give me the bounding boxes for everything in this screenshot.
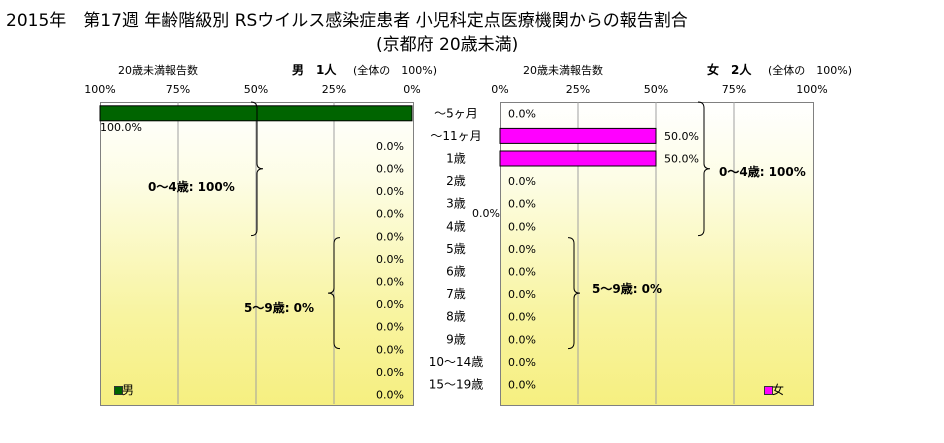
category-label: 9歳: [446, 332, 466, 346]
category-label: 15～19歳: [429, 378, 484, 392]
male-tick-label: 100%: [84, 83, 115, 96]
female-value-label: 0.0%: [508, 311, 536, 324]
category-label: 6歳: [446, 265, 466, 279]
male-value-label: 0.0%: [376, 253, 404, 266]
chart-title-line2: (京都府 20歳未満): [376, 35, 519, 55]
female-value-label: 50.0%: [664, 130, 699, 143]
female-value-label: 0.0%: [508, 107, 536, 120]
male-value-label: 0.0%: [376, 298, 404, 311]
female-header-count-label: 20歳未満報告数: [523, 64, 603, 77]
category-label: 2歳: [446, 174, 466, 188]
female-value-label: 50.0%: [664, 153, 699, 166]
chart-title-line1: 2015年 第17週 年齢階級別 RSウイルス感染症患者 小児科定点医療機関から…: [6, 11, 688, 31]
male-value-label: 0.0%: [376, 389, 404, 402]
female-group-5-9-label: 5～9歳: 0%: [592, 282, 663, 296]
female-bar: [499, 150, 657, 167]
female-group-0-4-label: 0～4歳: 100%: [719, 165, 806, 179]
female-value-label: 0.0%: [508, 379, 536, 392]
male-value-label: 0.0%: [376, 366, 404, 379]
female-value-label: 0.0%: [508, 198, 536, 211]
category-label: ～5ヶ月: [434, 106, 478, 120]
category-label: 7歳: [446, 287, 466, 301]
male-tick-label: 75%: [166, 83, 190, 96]
female-group-0-4-brace: [697, 101, 711, 237]
male-bar: [99, 105, 413, 122]
male-value-label: 0.0%: [376, 140, 404, 153]
female-value-label: 0.0%: [508, 333, 536, 346]
female-value-label: 0.0%: [508, 356, 536, 369]
category-label: 8歳: [446, 310, 466, 324]
female-bar: [499, 127, 657, 144]
male-value-label: 0.0%: [376, 343, 404, 356]
male-value-label: 100.0%: [100, 121, 142, 134]
male-header-count-label: 20歳未満報告数: [118, 64, 198, 77]
male-legend-label: 男: [122, 383, 135, 397]
female-value-label: 0.0%: [508, 220, 536, 233]
female-header-total: 女 2人: [707, 63, 752, 77]
female-tick-label: 100%: [796, 83, 827, 96]
male-header-total: 男 1人: [292, 63, 337, 77]
female-value-label: 0.0%: [508, 175, 536, 188]
male-value-label: 0.0%: [376, 230, 404, 243]
category-label: 3歳: [446, 197, 466, 211]
female-legend-label: 女: [772, 383, 785, 397]
female-tick-label: 50%: [644, 83, 668, 96]
category-label: 4歳: [446, 219, 466, 233]
female-value-label: 0.0%: [508, 266, 536, 279]
male-tick-label: 50%: [244, 83, 268, 96]
male-tick-label: 0%: [403, 83, 420, 96]
male-value-label: 0.0%: [376, 185, 404, 198]
male-value-label: 0.0%: [376, 276, 404, 289]
female-value-label: 0.0%: [508, 243, 536, 256]
male-legend-swatch: [114, 386, 123, 395]
female-header-percent: (全体の 100%): [768, 64, 853, 77]
male-value-label: 0.0%: [376, 321, 404, 334]
category-label: 5歳: [446, 242, 466, 256]
female-group-5-9-brace: [567, 237, 581, 350]
male-value-label: 0.0%: [376, 163, 404, 176]
male-header-percent: (全体の 100%): [353, 64, 438, 77]
female-tick-label: 25%: [566, 83, 590, 96]
male-group-5-9-brace: [327, 237, 341, 350]
female-tick-label: 0%: [491, 83, 508, 96]
male-group-0-4-label: 0～4歳: 100%: [148, 180, 235, 194]
male-group-5-9-label: 5～9歳: 0%: [244, 301, 315, 315]
category-label: ～11ヶ月: [430, 129, 481, 143]
category-label: 1歳: [446, 152, 466, 166]
female-legend-swatch: [764, 386, 773, 395]
male-tick-label: 25%: [322, 83, 346, 96]
stray-value-label: 0.0%: [472, 207, 500, 220]
male-group-0-4-brace: [250, 101, 264, 237]
male-value-label: 0.0%: [376, 208, 404, 221]
female-value-label: 0.0%: [508, 288, 536, 301]
female-tick-label: 75%: [722, 83, 746, 96]
category-label: 10～14歳: [429, 355, 484, 369]
